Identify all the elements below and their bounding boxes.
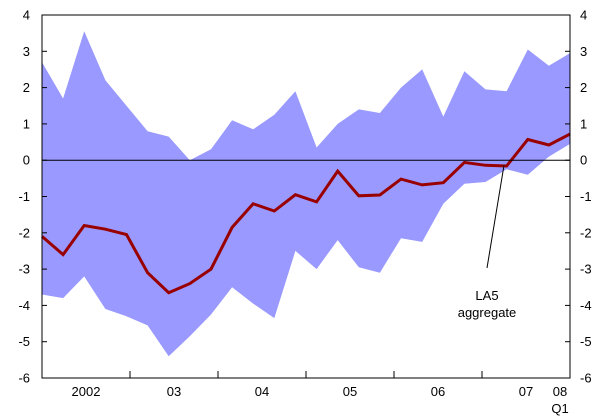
y-tick-label-left: 4: [23, 8, 30, 23]
annotation-label-line: aggregate: [458, 305, 517, 320]
series-line-0: [41, 132, 571, 295]
y-tick-label-left: -3: [18, 262, 30, 277]
y-tick-label-right: -4: [580, 298, 592, 313]
series-line-layer: [41, 132, 571, 295]
tick-labels-layer: -6 -6 -5 -5 -4 -4 -3 -3 -2 -2 -1 -1 0 0 1 1 2 2 3 3 4 4 2002 03…: [18, 8, 591, 417]
y-tick-label-left: 0: [23, 153, 30, 168]
y-tick-label-right: -2: [580, 225, 592, 240]
y-tick-label-left: -1: [18, 189, 30, 204]
x-tick-label: 08: [553, 384, 567, 399]
uncertainty-band: [42, 31, 570, 357]
y-tick-label-right: 3: [580, 44, 587, 59]
x-tick-label: 2002: [72, 384, 101, 399]
annotation-leader-line: [486, 165, 505, 269]
ticks-layer: [42, 14, 570, 379]
y-tick-label-left: -2: [18, 225, 30, 240]
y-tick-label-right: 1: [580, 116, 587, 131]
y-tick-label-right: -5: [580, 334, 592, 349]
x-tick-label: 06: [431, 384, 445, 399]
x-tick-label: 07: [519, 384, 533, 399]
annotation-layer: LA5 aggregate: [458, 165, 517, 320]
y-tick-label-left: -6: [18, 371, 30, 386]
x-tick-label: 05: [343, 384, 357, 399]
y-tick-label-right: -1: [580, 189, 592, 204]
y-tick-label-right: -3: [580, 262, 592, 277]
y-tick-label-left: -5: [18, 334, 30, 349]
x-tick-label: 04: [255, 384, 269, 399]
annotation-label-line: LA5: [475, 288, 498, 303]
y-tick-label-left: 3: [23, 44, 30, 59]
y-tick-label-right: -6: [580, 371, 592, 386]
y-tick-label-left: -4: [18, 298, 30, 313]
y-tick-label-left: 1: [23, 116, 30, 131]
x-tick-sublabel: Q1: [551, 401, 568, 416]
y-tick-label-right: 2: [580, 80, 587, 95]
x-tick-label: 03: [167, 384, 181, 399]
y-tick-label-right: 4: [580, 8, 587, 23]
uncertainty-band-layer: [42, 31, 570, 357]
y-tick-label-left: 2: [23, 80, 30, 95]
y-tick-label-right: 0: [580, 153, 587, 168]
